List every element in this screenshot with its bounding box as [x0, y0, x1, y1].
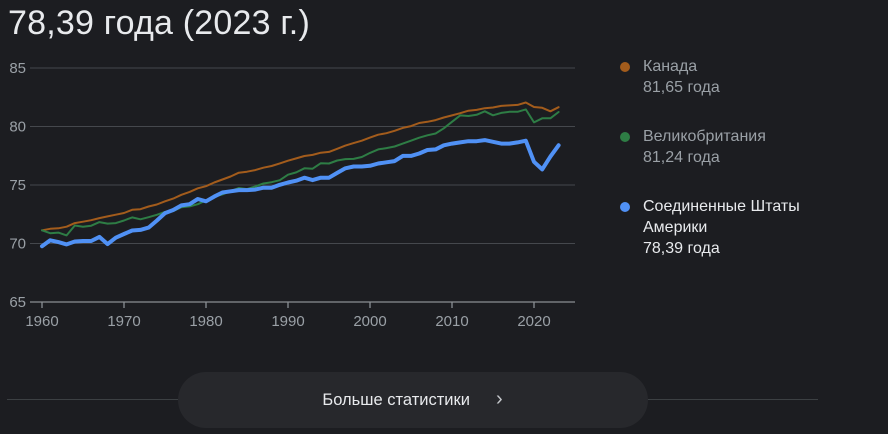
- y-axis-tick-label: 75: [9, 177, 26, 194]
- x-axis-tick-label: 1970: [107, 313, 140, 330]
- x-axis-tick-label: 1980: [189, 313, 222, 330]
- legend-texts: Великобритания 81,24 года: [643, 126, 766, 168]
- y-axis-tick-label: 70: [9, 236, 26, 253]
- x-axis-tick-label: 2000: [353, 313, 386, 330]
- legend-texts: Канада 81,65 года: [643, 56, 720, 98]
- legend-texts: Соединенные Штаты Америки 78,39 года: [643, 196, 803, 259]
- x-axis-tick-label: 2010: [435, 313, 468, 330]
- chart-legend: Канада 81,65 года Великобритания 81,24 года…: [620, 56, 880, 287]
- legend-label: Канада: [643, 58, 698, 75]
- chevron-right-icon: ›: [495, 388, 503, 410]
- legend-dot-icon: [620, 132, 630, 142]
- legend-dot-icon: [620, 62, 630, 72]
- x-axis-tick-label: 1960: [25, 313, 58, 330]
- series-line-default[interactable]: [41, 108, 560, 237]
- legend-item-1[interactable]: Великобритания 81,24 года: [620, 126, 880, 168]
- legend-label: Великобритания: [643, 128, 766, 145]
- series-line-highlighted[interactable]: [40, 138, 561, 249]
- y-axis-tick-label: 80: [9, 119, 26, 136]
- legend-item-2[interactable]: Соединенные Штаты Америки 78,39 года: [620, 196, 880, 259]
- page-title: 78,39 года (2023 г.): [8, 4, 310, 42]
- legend-label: Соединенные Штаты Америки: [643, 198, 800, 236]
- series-line-default[interactable]: [41, 101, 560, 232]
- more-statistics-label: Больше статистики: [322, 390, 470, 409]
- footer: Больше статистики ›: [7, 372, 818, 428]
- x-axis-tick-label: 2020: [517, 313, 550, 330]
- line-chart[interactable]: 65 70 75 80 85 1960 1970 1980 1990 2000 2010 2020: [0, 55, 600, 335]
- legend-value: 81,24 года: [643, 149, 720, 166]
- legend-item-0[interactable]: Канада 81,65 года: [620, 56, 880, 98]
- legend-dot-icon: [620, 202, 630, 212]
- y-axis-tick-label: 85: [9, 60, 26, 77]
- x-axis-tick-label: 1990: [271, 313, 304, 330]
- legend-value: 78,39 года: [643, 240, 720, 257]
- more-statistics-button[interactable]: Больше статистики ›: [177, 372, 648, 428]
- y-axis-tick-label: 65: [9, 294, 26, 311]
- legend-value: 81,65 года: [643, 79, 720, 96]
